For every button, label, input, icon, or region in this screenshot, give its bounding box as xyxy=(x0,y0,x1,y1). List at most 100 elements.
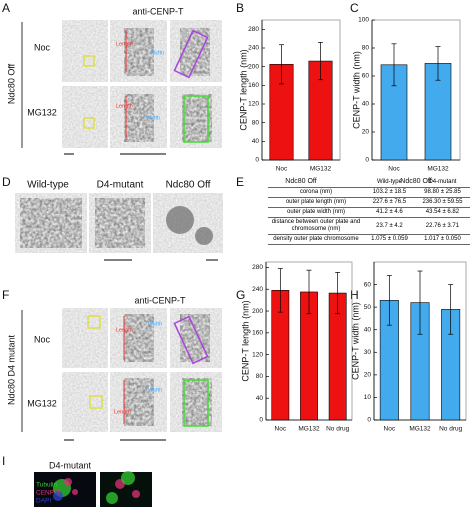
table-corner xyxy=(268,178,364,188)
y-tick-label: 200 xyxy=(248,63,259,70)
panel-title: anti-CENP-T xyxy=(132,6,184,16)
y-tick-label: 40 xyxy=(252,138,260,145)
chromosome xyxy=(166,206,194,234)
table-row: density outer plate chromosome 1.075 ± 0.… xyxy=(268,234,470,245)
x-tick-label: Noc xyxy=(276,166,288,173)
y-tick-label: 0 xyxy=(365,157,369,164)
annotation: Width xyxy=(148,321,162,327)
table-row: outer plate width (nm) 41.2 ± 4.6 43.54 ± … xyxy=(268,207,470,218)
annotation: Width xyxy=(150,50,164,56)
y-tick-label: 60 xyxy=(362,73,370,80)
stain xyxy=(124,28,154,76)
panel-title: D4-mutant xyxy=(49,460,92,470)
table-row: corona (nm) 103.2 ± 18.5 98.80 ± 25.85 xyxy=(268,187,470,198)
table-cell: 236.30 ± 59.55 xyxy=(414,197,470,208)
table-cell: distance between outer plate and chromos… xyxy=(268,217,364,235)
table-cell: 23.7 ± 4.2 xyxy=(364,217,415,235)
y-tick-label: 240 xyxy=(248,45,259,52)
stain xyxy=(95,198,145,248)
y-axis-label: CENP-T length (nm) xyxy=(238,49,248,130)
y-tick-label: 80 xyxy=(252,119,260,126)
y-tick-label: 80 xyxy=(362,45,370,52)
row-label: Noc xyxy=(34,334,51,344)
side-label: Ndc80 D4 mutant xyxy=(6,334,16,405)
stain xyxy=(182,378,212,426)
table-row: distance between outer plate and chromos… xyxy=(268,217,470,235)
x-tick-label: MG132 xyxy=(298,426,320,433)
y-tick-label: 0 xyxy=(367,417,371,424)
row-label: MG132 xyxy=(27,107,57,117)
panel-letter: E xyxy=(236,175,244,189)
y-tick-label: 120 xyxy=(252,351,263,358)
fluorescence-signal xyxy=(53,471,140,504)
micrographs-f: Length Width Length Width xyxy=(62,308,222,441)
table-body: corona (nm) 103.2 ± 18.5 98.80 ± 25.85 oute… xyxy=(268,187,470,245)
legend-entry: Tubulin xyxy=(36,482,57,489)
x-tick-label: Noc xyxy=(275,426,287,433)
micrograph xyxy=(62,86,108,148)
y-tick-label: 100 xyxy=(358,17,369,24)
panel-letter: F xyxy=(2,288,9,302)
table-header: D4-mutant xyxy=(414,178,470,188)
table-cell: density outer plate chromosome xyxy=(268,234,364,245)
roi-box xyxy=(183,95,209,143)
x-tick-label: MG132 xyxy=(427,166,449,173)
y-axis-label: CENP-T length (nm) xyxy=(240,300,250,381)
table-cell: corona (nm) xyxy=(268,187,364,198)
signal xyxy=(132,490,140,498)
roi-box xyxy=(89,395,103,409)
annotation: Length xyxy=(116,103,133,109)
y-tick-label: 120 xyxy=(248,101,259,108)
y-tick-label: 160 xyxy=(248,82,259,89)
table-cell: 227.6 ± 76.5 xyxy=(364,197,415,208)
signal xyxy=(121,471,135,485)
panel-title: anti-CENP-T xyxy=(134,295,186,305)
panel-letter: G xyxy=(236,288,245,302)
y-tick-label: 40 xyxy=(362,101,370,108)
side-label: Ndc80 Off xyxy=(6,63,16,104)
panel-letter: B xyxy=(236,1,244,15)
table-cell: 98.80 ± 25.85 xyxy=(414,187,470,198)
annotation: Width xyxy=(148,387,162,393)
x-tick-label: MG132 xyxy=(310,166,332,173)
y-tick-label: 40 xyxy=(256,395,264,402)
y-axis-label: CENP-T width (nm) xyxy=(350,302,360,380)
roi-box xyxy=(183,379,209,427)
y-axis-label: CENP-T width (nm) xyxy=(351,51,361,129)
stain xyxy=(180,314,210,362)
y-tick-label: 20 xyxy=(364,372,372,379)
signal xyxy=(53,491,63,501)
y-tick-label: 80 xyxy=(256,373,264,380)
measurement-table: Wild-type D4-mutant corona (nm) 103.2 ± 1… xyxy=(268,178,470,245)
annotation: Length xyxy=(116,41,133,47)
roi-box xyxy=(87,315,101,329)
image-label: D4-mutant xyxy=(97,180,144,191)
micrograph xyxy=(62,372,108,432)
y-tick-label: 280 xyxy=(252,264,263,271)
x-tick-label: No drug xyxy=(326,426,350,433)
y-tick-label: 40 xyxy=(364,326,372,333)
roi-box xyxy=(173,315,209,365)
table-cell: 1.017 ± 0.050 xyxy=(414,234,470,245)
y-tick-label: 10 xyxy=(364,394,372,401)
table-cell: 1.075 ± 0.059 xyxy=(364,234,415,245)
x-tick-label: Noc xyxy=(384,426,396,433)
y-tick-label: 0 xyxy=(255,157,259,164)
annotation: Width xyxy=(146,115,160,121)
legend-entry: DAPI xyxy=(36,498,51,505)
panel-letter: D xyxy=(2,175,11,189)
stain xyxy=(124,94,154,142)
x-tick-label: No drug xyxy=(439,426,463,433)
y-tick-label: 60 xyxy=(364,281,372,288)
y-tick-label: 20 xyxy=(362,129,370,136)
micrograph xyxy=(62,308,108,368)
y-tick-label: 280 xyxy=(248,26,259,33)
x-tick-label: Noc xyxy=(388,166,400,173)
panel-letter: H xyxy=(350,288,359,302)
image-label: Ndc80 Off xyxy=(166,180,211,191)
y-tick-label: 200 xyxy=(252,308,263,315)
micrographs-d xyxy=(15,193,223,261)
